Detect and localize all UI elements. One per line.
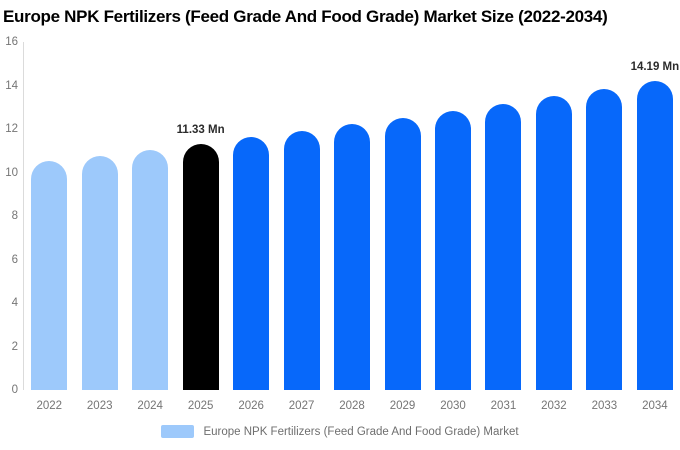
bar-slot-2033: 2033 <box>579 42 629 412</box>
x-tick-2033: 2033 <box>591 400 618 412</box>
bar-slot-2023: 2023 <box>74 42 124 412</box>
bar-2024[interactable] <box>132 149 169 390</box>
bar-slot-2031: 2031 <box>478 42 528 412</box>
bar-2027[interactable] <box>283 130 320 390</box>
bar-slot-2022: 2022 <box>24 42 74 412</box>
y-tick-0: 0 <box>11 384 18 396</box>
y-axis-line <box>23 42 24 390</box>
bar-slot-2030: 2030 <box>428 42 478 412</box>
bar-slot-2025: 11.33 Mn 2025 <box>175 42 225 412</box>
y-tick-6: 6 <box>11 253 18 266</box>
y-tick-8: 8 <box>11 210 18 222</box>
bar-value-label-2034: 14.19 Mn <box>630 61 680 74</box>
bar-2033[interactable] <box>586 88 623 390</box>
bar-slot-2034: 14.19 Mn 2034 <box>630 42 680 412</box>
x-tick-2025: 2025 <box>187 400 214 412</box>
y-tick-4: 4 <box>11 297 18 309</box>
bar-slot-2027: 2027 <box>276 42 326 412</box>
y-tick-12: 12 <box>5 123 18 135</box>
x-tick-2026: 2026 <box>238 400 264 412</box>
bar-2026[interactable] <box>233 137 270 390</box>
legend-label: Europe NPK Fertilizers (Feed Grade And F… <box>203 425 519 438</box>
bar-slot-2024: 2024 <box>125 42 175 412</box>
x-tick-2024: 2024 <box>137 400 163 412</box>
x-tick-2031: 2031 <box>490 400 517 412</box>
y-tick-2: 2 <box>11 340 18 353</box>
bar-2023[interactable] <box>81 155 118 390</box>
bar-slot-2026: 2026 <box>226 42 276 412</box>
bar-slot-2032: 2032 <box>529 42 579 412</box>
x-tick-2034: 2034 <box>642 400 668 412</box>
x-tick-2029: 2029 <box>389 400 416 412</box>
x-tick-2030: 2030 <box>440 400 466 412</box>
bar-2030[interactable] <box>434 110 471 390</box>
chart-title: Europe NPK Fertilizers (Feed Grade And F… <box>3 7 608 26</box>
y-tick-14: 14 <box>5 79 18 92</box>
legend-swatch <box>161 425 195 438</box>
x-tick-2032: 2032 <box>541 400 567 412</box>
bar-2022[interactable] <box>31 161 68 390</box>
bar-2031[interactable] <box>485 103 522 390</box>
bar-slot-2028: 2028 <box>327 42 377 412</box>
bar-2029[interactable] <box>384 117 421 390</box>
y-tick-10: 10 <box>5 166 18 179</box>
x-tick-2022: 2022 <box>36 400 63 412</box>
x-tick-2027: 2027 <box>288 400 315 412</box>
x-tick-2023: 2023 <box>86 400 113 412</box>
bar-2025[interactable] <box>182 143 219 390</box>
y-axis: 0 2 4 6 8 10 12 14 16 <box>0 36 18 396</box>
bar-2032[interactable] <box>535 96 572 390</box>
x-tick-2028: 2028 <box>339 400 365 412</box>
legend[interactable]: Europe NPK Fertilizers (Feed Grade And F… <box>0 425 680 438</box>
plot-area: 2022 2023 2024 11.33 Mn 2025 2026 2027 2028 2029… <box>24 42 680 412</box>
bar-value-label-2025: 11.33 Mn <box>176 123 225 136</box>
bar-2034[interactable] <box>636 81 673 390</box>
bar-2028[interactable] <box>334 124 371 390</box>
y-tick-16: 16 <box>5 36 18 48</box>
bar-slot-2029: 2029 <box>377 42 427 412</box>
